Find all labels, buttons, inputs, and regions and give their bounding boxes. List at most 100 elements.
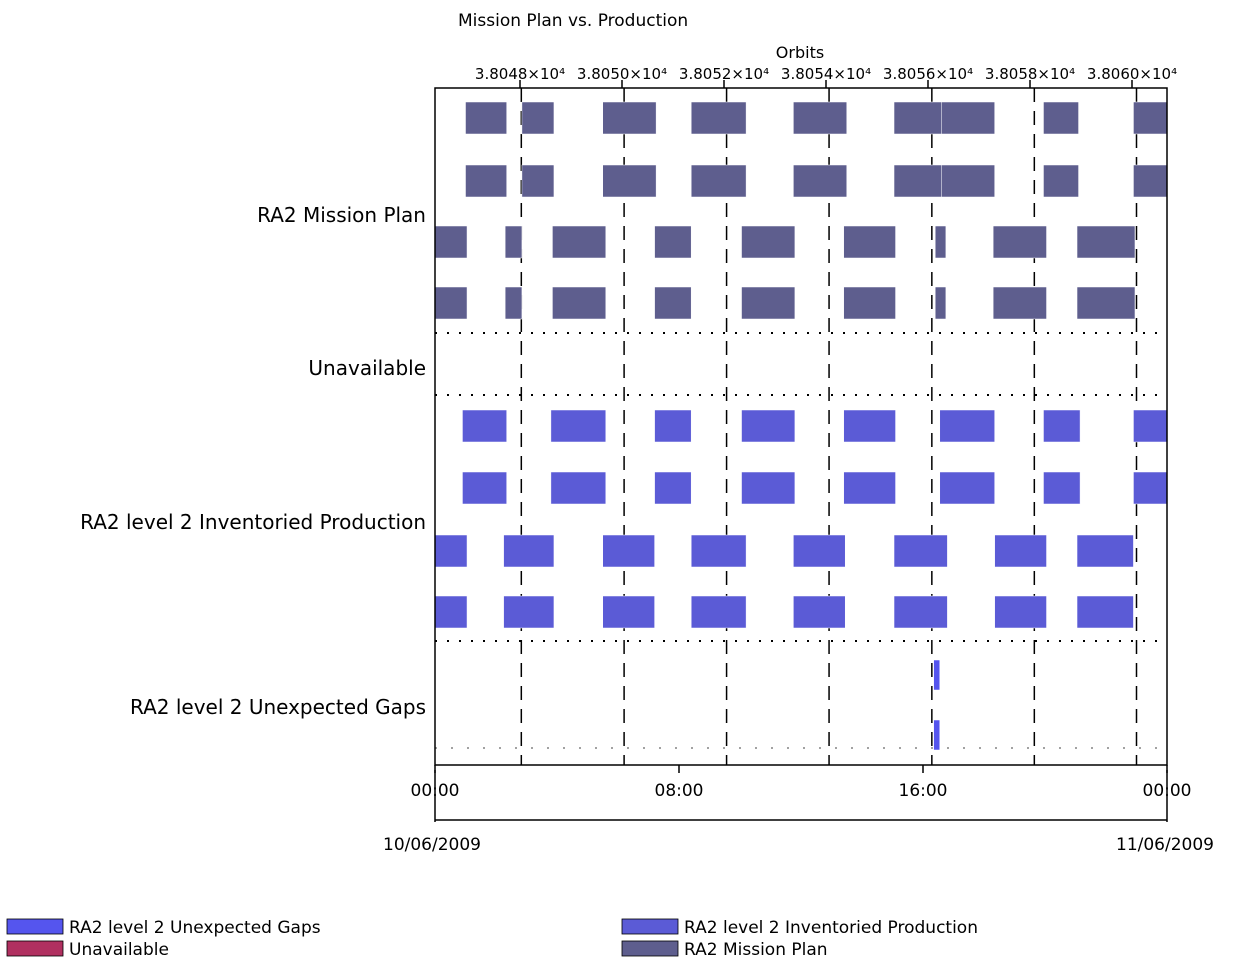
top-axis-tick-label: 3.8056×10⁴	[883, 65, 973, 83]
timeline-bar	[550, 409, 607, 443]
timeline-bar	[503, 595, 555, 629]
timeline-bar	[504, 286, 523, 320]
timeline-bar	[434, 225, 468, 259]
timeline-bar	[434, 286, 468, 320]
timeline-bar	[602, 101, 657, 135]
timeline-bar	[893, 595, 948, 629]
timeline-bar	[893, 534, 948, 568]
timeline-bar	[793, 101, 847, 135]
timeline-bar	[690, 534, 747, 568]
timeline-bar	[941, 101, 995, 135]
timeline-bar	[1076, 225, 1136, 259]
legend-swatch	[621, 918, 679, 935]
legend-label: Unavailable	[69, 940, 169, 960]
timeline-bar	[602, 164, 657, 198]
date-label-end: 11/06/2009	[1116, 835, 1214, 855]
timeline-bar	[1076, 286, 1136, 320]
timeline-bar	[994, 534, 1047, 568]
timeline-bar	[434, 534, 468, 568]
plot-frame	[434, 87, 1168, 766]
legend-swatch	[6, 918, 64, 935]
timeline-bar	[504, 225, 523, 259]
top-axis-tick-label: 3.8054×10⁴	[781, 65, 871, 83]
legend-swatch	[6, 940, 64, 957]
timeline-bar	[654, 225, 692, 259]
timeline-bar	[741, 471, 796, 505]
category-labels: RA2 Mission Plan Unavailable RA2 level 2 I…	[80, 203, 426, 719]
timeline-bar	[934, 225, 947, 259]
top-axis-label: Orbits	[776, 43, 824, 62]
timeline-bar	[939, 471, 995, 505]
timeline-bar	[550, 471, 607, 505]
timeline-bar	[1133, 101, 1168, 135]
time-axis-tick-label: 08:00	[655, 781, 704, 801]
timeline-bar	[654, 409, 692, 443]
category-label: RA2 Mission Plan	[257, 203, 426, 227]
timeline-bar	[992, 286, 1047, 320]
orbit-boundary-lines	[520, 88, 1138, 765]
timeline-bar	[690, 595, 747, 629]
timeline-bar	[434, 595, 468, 629]
timeline-bar	[521, 164, 555, 198]
top-axis-tick-label: 3.8060×10⁴	[1087, 65, 1177, 83]
timeline-bar	[1076, 595, 1134, 629]
timeline-bar	[941, 164, 995, 198]
timeline-bar	[793, 595, 846, 629]
timeline-bar	[893, 101, 942, 135]
category-label: RA2 level 2 Inventoried Production	[80, 510, 426, 534]
timeline-bar	[552, 225, 607, 259]
timeline-bar	[1043, 409, 1081, 443]
timeline-bar	[690, 164, 747, 198]
timeline-bar	[994, 595, 1047, 629]
timeline-bar	[741, 286, 796, 320]
time-axis-tick-label: 16:00	[899, 781, 948, 801]
timeline-bar	[462, 471, 507, 505]
timeline-bar	[465, 164, 507, 198]
time-axis-tick-label: 00:00	[1143, 781, 1192, 801]
timeline-bar	[843, 286, 896, 320]
timeline-bar	[843, 225, 896, 259]
timeline-bar	[1043, 101, 1079, 135]
top-axis-ticks: 3.8048×10⁴ 3.8050×10⁴ 3.8052×10⁴ 3.8054×10⁴…	[475, 65, 1177, 88]
timeline-bar	[933, 659, 941, 691]
category-label: RA2 level 2 Unexpected Gaps	[130, 695, 426, 719]
timeline-bar	[690, 101, 747, 135]
timeline-bar	[793, 534, 846, 568]
category-label: Unavailable	[308, 356, 426, 380]
legend-label: RA2 level 2 Unexpected Gaps	[69, 918, 321, 938]
timeline-bar	[843, 409, 896, 443]
date-label-start: 10/06/2009	[383, 835, 481, 855]
timeline-bar	[741, 225, 796, 259]
timeline-bar	[1133, 164, 1168, 198]
top-axis-tick-label: 3.8048×10⁴	[475, 65, 565, 83]
timeline-bar	[521, 101, 555, 135]
timeline-bar	[1133, 471, 1168, 505]
timeline-bar	[654, 286, 692, 320]
timeline-bar	[552, 286, 607, 320]
timeline-bar	[893, 164, 942, 198]
legend-swatch	[621, 940, 679, 957]
timeline-bar	[933, 719, 941, 751]
timeline-bar	[939, 409, 995, 443]
timeline-bar	[602, 534, 655, 568]
timeline-bar	[602, 595, 655, 629]
top-axis-tick-label: 3.8058×10⁴	[985, 65, 1075, 83]
timeline-bar	[741, 409, 796, 443]
timeline-bar	[992, 225, 1047, 259]
time-axis: 00:00 08:00 16:00 00:00 10/06/2009 11/06/2009	[383, 765, 1214, 855]
timeline-bar	[793, 164, 847, 198]
time-axis-tick-label: 00:00	[411, 781, 460, 801]
timeline-bar	[1133, 409, 1168, 443]
timeline-bar	[503, 534, 555, 568]
legend-label: RA2 Mission Plan	[684, 940, 828, 960]
timeline-bar	[843, 471, 896, 505]
timeline-bar	[1076, 534, 1134, 568]
chart-title: Mission Plan vs. Production	[458, 11, 688, 31]
timeline-bar	[934, 286, 947, 320]
legend-label: RA2 level 2 Inventoried Production	[684, 918, 978, 938]
timeline-bar	[654, 471, 692, 505]
top-axis-tick-label: 3.8050×10⁴	[577, 65, 667, 83]
timeline-bar	[1043, 471, 1081, 505]
